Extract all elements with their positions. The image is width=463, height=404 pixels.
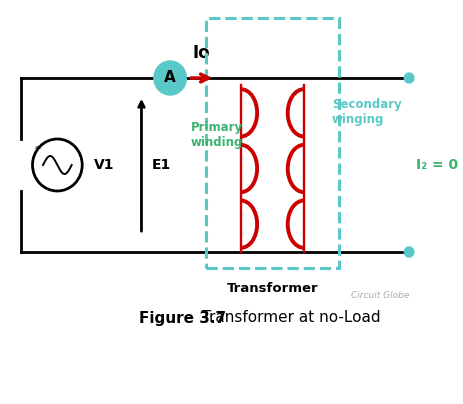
Text: Figure 3.7: Figure 3.7 — [138, 311, 226, 326]
Circle shape — [154, 61, 187, 95]
Text: Transformer at no-Load: Transformer at no-Load — [197, 311, 381, 326]
Text: Transformer: Transformer — [226, 282, 318, 295]
Circle shape — [404, 73, 414, 83]
Text: Io: Io — [193, 44, 211, 62]
Bar — [206, 18, 339, 268]
Circle shape — [404, 247, 414, 257]
Text: ac: ac — [34, 145, 42, 150]
Text: Secondary
winging: Secondary winging — [332, 98, 401, 126]
Text: E1: E1 — [152, 158, 171, 172]
Text: Primary
winding: Primary winding — [191, 121, 243, 149]
Text: I₂ = 0: I₂ = 0 — [416, 158, 458, 172]
Text: V1: V1 — [94, 158, 114, 172]
Text: Circuit Globe: Circuit Globe — [351, 292, 409, 301]
Text: A: A — [164, 71, 176, 86]
